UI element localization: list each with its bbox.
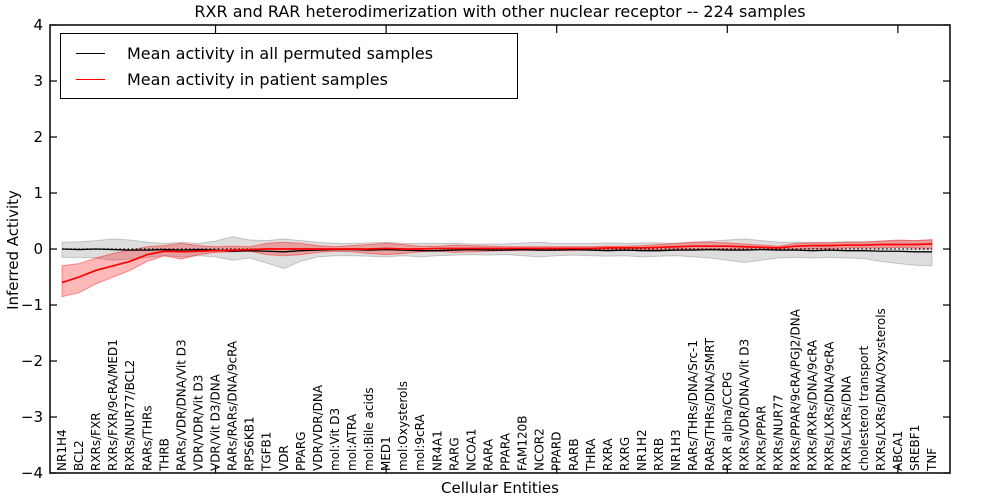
x-tick-label: RXRs/LXRs/DNA/9cRA: [823, 341, 837, 471]
y-tick-label: −2: [21, 352, 43, 370]
x-tick-label: RXRG: [618, 437, 632, 471]
x-tick-label: SREBF1: [908, 425, 922, 471]
y-tick-label: 1: [33, 184, 43, 202]
legend-line-sample-permuted: [76, 52, 105, 54]
x-tick-label: ABCA1: [891, 431, 905, 471]
x-tick-label: NR4A1: [430, 430, 444, 471]
x-tick-label: RARA: [481, 438, 495, 471]
x-tick-label: NR1H2: [635, 429, 649, 471]
x-tick-label: RXRs/NUR77: [771, 394, 785, 471]
x-tick-label: FAM120B: [516, 416, 530, 472]
legend-label: Mean activity in all permuted samples: [127, 43, 434, 63]
y-tick-label: 3: [33, 72, 43, 90]
x-tick-label: RPS6KB1: [243, 416, 257, 471]
x-axis-title: Cellular Entities: [441, 479, 559, 497]
x-tick-label: NCOR2: [533, 428, 547, 471]
x-tick-labels: NR1H4 BCL2 RXRs/FXR RXRs/FXR/9cRA/MED1 RXRs/…: [55, 308, 939, 472]
x-tick-label: VDR/Vit D3/DNA: [209, 373, 223, 471]
x-tick-label: RXRB: [652, 438, 666, 471]
legend-item-patient: Mean activity in patient samples: [76, 70, 517, 89]
legend-label: Mean activity in patient samples: [127, 69, 388, 89]
y-tick-label: −1: [21, 296, 43, 314]
y-tick-label: −4: [21, 464, 43, 482]
x-tick-label: THRA: [584, 438, 598, 472]
x-tick-label: RARs/VDR/DNA/Vit D3: [174, 339, 188, 471]
x-tick-label: VDR/VDR/DNA: [311, 384, 325, 471]
confidence-bands: [61, 236, 933, 298]
x-tick-label: TGFB1: [260, 432, 274, 472]
x-tick-label: RXRA: [601, 438, 615, 471]
x-tick-label: RXRs/LXRs/DNA: [840, 375, 854, 471]
x-tick-label: NR1H4: [55, 429, 69, 471]
x-tick-label: VDR: [277, 445, 291, 471]
legend-line-sample-patient: [76, 78, 105, 80]
y-tick-label: −3: [21, 408, 43, 426]
x-tick-label: TNF: [925, 448, 939, 472]
patient-mean-line: [61, 243, 933, 284]
x-tick-label: RXR alpha/CCPG: [720, 372, 734, 471]
x-tick-label: BCL2: [72, 440, 86, 471]
permuted-mean-line: [61, 248, 932, 253]
x-tick-label: RARs/RARs/DNA/9cRA: [226, 340, 240, 471]
legend: Mean activity in all permuted samples Me…: [60, 33, 518, 99]
x-tick-label: RXRs/VDR/DNA/Vit D3: [737, 339, 751, 471]
x-tick-label: mol:ATRA: [345, 413, 359, 471]
x-tick-label: RXRs/FXR/9cRA/MED1: [106, 339, 120, 471]
x-tick-label: RXRs/NUR77/BCL2: [123, 360, 137, 471]
x-tick-label: RARG: [447, 437, 461, 471]
x-tick-label: cholesterol transport: [857, 345, 871, 471]
y-tick-label: 2: [33, 128, 43, 146]
x-tick-label: RXRs/LXRs/DNA/Oxysterols: [874, 308, 888, 471]
x-tick-label: RXRs/PPAR/9cRA/PGJ2/DNA: [789, 308, 803, 471]
x-tick-label: RARB: [567, 438, 581, 471]
x-tick-label: THRB: [157, 438, 171, 472]
chart-title: RXR and RAR heterodimerization with othe…: [194, 2, 806, 21]
x-tick-label: PPARG: [294, 431, 308, 471]
x-tick-label: PPARD: [550, 432, 564, 472]
axis-ticks: [50, 24, 950, 474]
y-tick-labels: 4 3 2 1 0 −1 −2 −3 −4: [21, 16, 43, 482]
legend-item-permuted: Mean activity in all permuted samples: [76, 44, 517, 63]
x-tick-label: mol:Bile acids: [362, 387, 376, 471]
x-tick-label: PPARA: [499, 432, 513, 471]
series-lines: [61, 243, 933, 284]
x-tick-label: MED1: [379, 436, 393, 471]
x-tick-label: RARs/THRs/DNA/Src-1: [686, 340, 700, 471]
x-tick-label: mol:9cRA: [413, 414, 427, 471]
x-tick-label: NR1H3: [669, 429, 683, 471]
x-tick-label: NCOA1: [464, 429, 478, 471]
x-tick-label: RXRs/RXRs/DNA/9cRA: [806, 339, 820, 471]
x-tick-label: RARs/THRs: [140, 405, 154, 471]
y-tick-label: 0: [33, 240, 43, 258]
x-tick-label: VDR/VDR/Vit D3: [191, 375, 205, 471]
x-tick-label: mol:Oxysterols: [396, 381, 410, 471]
x-tick-label: mol:Vit D3: [328, 408, 342, 471]
permuted-confidence-band: [61, 236, 933, 270]
y-tick-label: 4: [33, 16, 43, 34]
x-tick-label: RXRs/PPAR: [754, 406, 768, 471]
x-tick-label: RARs/THRs/DNA/SMRT: [703, 337, 717, 471]
x-tick-label: RXRs/FXR: [89, 412, 103, 471]
